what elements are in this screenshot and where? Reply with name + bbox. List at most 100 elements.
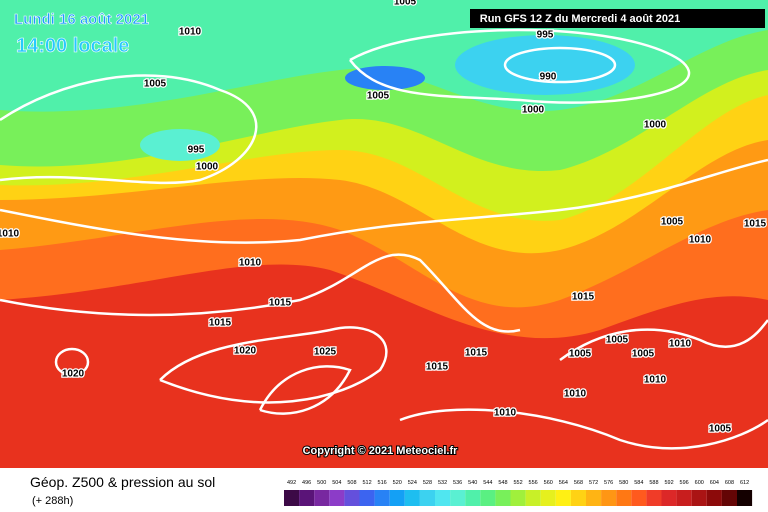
scale-swatch xyxy=(586,490,602,506)
isobar-label: 1010 xyxy=(644,375,667,386)
scale-label: 560 xyxy=(544,480,553,486)
scale-label: 600 xyxy=(695,480,704,486)
scale-swatch xyxy=(344,490,360,506)
isobar-label: 1020 xyxy=(234,346,257,357)
isobar-label: 1005 xyxy=(144,79,167,90)
scale-swatch xyxy=(299,490,315,506)
scale-swatch xyxy=(435,490,451,506)
scale-swatch xyxy=(419,490,435,506)
footer-title: Géop. Z500 & pression au sol xyxy=(30,474,215,490)
isobar xyxy=(159,326,388,404)
scale-swatch xyxy=(706,490,722,506)
isobar xyxy=(0,74,258,185)
scale-swatch xyxy=(601,490,617,506)
scale-label: 548 xyxy=(498,480,507,486)
scale-label: 504 xyxy=(332,480,341,486)
isobar-label: 1005 xyxy=(632,349,655,360)
scale-swatch xyxy=(555,490,571,506)
isobar-label: 995 xyxy=(537,30,554,41)
isobar-label: 1000 xyxy=(196,162,219,173)
scale-swatch xyxy=(314,490,330,506)
isobar-label: 1015 xyxy=(465,348,488,359)
isobar-label: 995 xyxy=(188,145,205,156)
scale-swatch xyxy=(646,490,662,506)
scale-swatch xyxy=(389,490,405,506)
scale-swatch xyxy=(510,490,526,506)
isobar-label: 1010 xyxy=(0,229,20,240)
scale-swatch xyxy=(676,490,692,506)
scale-swatch xyxy=(525,490,541,506)
isobar-label: 1010 xyxy=(179,27,202,38)
scale-label: 508 xyxy=(347,480,356,486)
scale-swatch xyxy=(691,490,707,506)
isobar xyxy=(559,319,768,362)
scale-label: 516 xyxy=(378,480,387,486)
isobar-label: 1015 xyxy=(572,292,595,303)
footer-subtitle: (+ 288h) xyxy=(32,495,73,507)
scale-swatch xyxy=(359,490,375,506)
scale-label: 608 xyxy=(725,480,734,486)
scale-label: 524 xyxy=(408,480,417,486)
scale-label: 552 xyxy=(513,480,522,486)
scale-label: 588 xyxy=(649,480,658,486)
scale-label: 544 xyxy=(483,480,492,486)
isobar-label: 1005 xyxy=(394,0,417,8)
isobar-label: 1010 xyxy=(689,235,712,246)
low-greenland xyxy=(140,129,220,161)
low-blue xyxy=(345,66,425,90)
isobar xyxy=(0,158,768,244)
scale-label: 532 xyxy=(438,480,447,486)
isobar-label: 1015 xyxy=(426,362,449,373)
isobar-label: 1015 xyxy=(269,298,292,309)
scale-swatch xyxy=(374,490,390,506)
scale-label: 612 xyxy=(740,480,749,486)
scale-swatch xyxy=(737,490,753,506)
scale-label: 556 xyxy=(529,480,538,486)
scale-swatch xyxy=(661,490,677,506)
isobar xyxy=(258,365,352,415)
scale-label: 604 xyxy=(710,480,719,486)
scale-swatch xyxy=(570,490,586,506)
scale-label: 536 xyxy=(453,480,462,486)
scale-swatch xyxy=(721,490,737,506)
isobars xyxy=(0,28,768,450)
time-label: 14:00 locale xyxy=(16,35,129,57)
isobar xyxy=(54,347,90,377)
isobar xyxy=(349,28,690,104)
isobar-label: 1015 xyxy=(209,318,232,329)
isobar-label: 1010 xyxy=(669,339,692,350)
scale-label: 592 xyxy=(664,480,673,486)
run-label: Run GFS 12 Z du Mercredi 4 août 2021 xyxy=(480,13,681,25)
copyright: Copyright © 2021 Meteociel.fr xyxy=(303,445,459,457)
isobar-label: 1005 xyxy=(606,335,629,346)
isobar-label: 1005 xyxy=(367,91,390,102)
scale-label: 580 xyxy=(619,480,628,486)
scale-label: 496 xyxy=(302,480,311,486)
scale-swatch xyxy=(450,490,466,506)
isobar-label: 1025 xyxy=(314,347,337,358)
isobar-label: 1000 xyxy=(644,120,667,131)
isobar-label: 1010 xyxy=(239,258,262,269)
scale-label: 528 xyxy=(423,480,432,486)
scale-label: 512 xyxy=(362,480,371,486)
scale-label: 596 xyxy=(680,480,689,486)
isobar-label: 1010 xyxy=(564,389,587,400)
isobar-label: 1005 xyxy=(661,217,684,228)
scale-label: 576 xyxy=(604,480,613,486)
scale-swatch xyxy=(465,490,481,506)
isobar-label: 1000 xyxy=(522,105,545,116)
isobar-label: 1015 xyxy=(744,219,767,230)
low-cyan xyxy=(455,35,635,95)
scale-label: 500 xyxy=(317,480,326,486)
scale-swatch xyxy=(540,490,556,506)
isobar xyxy=(399,408,768,450)
isobar-label: 1010 xyxy=(494,408,517,419)
scale-swatch xyxy=(495,490,511,506)
isobar-label: 1005 xyxy=(709,424,732,435)
isobar xyxy=(503,46,617,84)
scale-label: 572 xyxy=(589,480,598,486)
scale-swatch xyxy=(631,490,647,506)
scale-label: 568 xyxy=(574,480,583,486)
scale-swatch xyxy=(404,490,420,506)
